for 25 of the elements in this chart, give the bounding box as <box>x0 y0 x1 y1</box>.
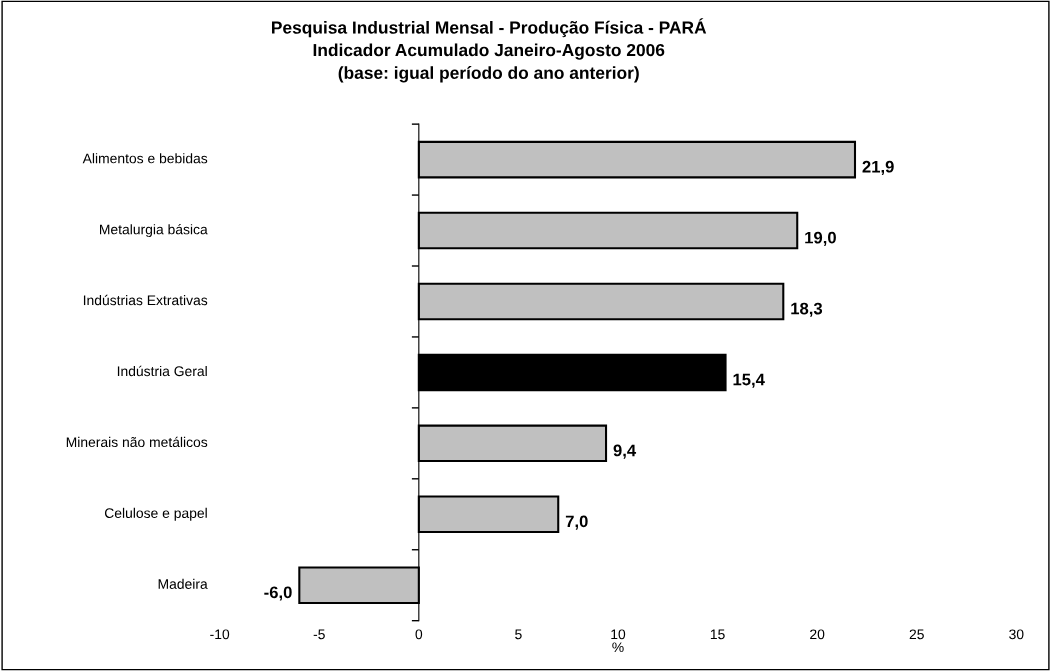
x-tick-label: 10 <box>611 629 626 640</box>
x-tick-label: 30 <box>1009 629 1024 640</box>
chart-title: Pesquisa Industrial Mensal - Produção Física - PARÁ Indicador Acumulado Janeiro-Agosto 2006 (base: igual período do ano anterior) <box>272 18 707 83</box>
data-label: -6,0 <box>264 586 292 601</box>
x-tick-label: -10 <box>210 629 230 640</box>
x-axis-title: % <box>612 642 624 653</box>
x-tick-label: -5 <box>313 629 325 640</box>
y-tick-label: Madeira <box>158 578 208 589</box>
y-tick-label: Celulose e papel <box>104 507 207 521</box>
y-tick-label: Minerais não metálicos <box>66 436 208 448</box>
data-label: 9,4 <box>613 444 637 459</box>
data-label: 21,9 <box>862 160 894 175</box>
data-label: 19,0 <box>805 231 836 246</box>
x-tick-label: 5 <box>515 629 522 640</box>
y-tick-label: Alimentos e bebidas <box>82 153 208 164</box>
x-tick-label: 25 <box>909 629 924 640</box>
data-label: 18,3 <box>791 302 823 317</box>
y-tick-label: Indústrias Extrativas <box>83 294 208 306</box>
x-tick-label: 0 <box>415 629 423 640</box>
data-label: 7,0 <box>565 515 588 530</box>
x-tick-label: 20 <box>810 629 825 640</box>
y-tick-label: Metalurgia básica <box>100 223 208 238</box>
y-tick-label: Indústria Geral <box>117 365 207 377</box>
x-tick-label: 15 <box>710 629 725 640</box>
data-label: 15,4 <box>733 373 765 388</box>
